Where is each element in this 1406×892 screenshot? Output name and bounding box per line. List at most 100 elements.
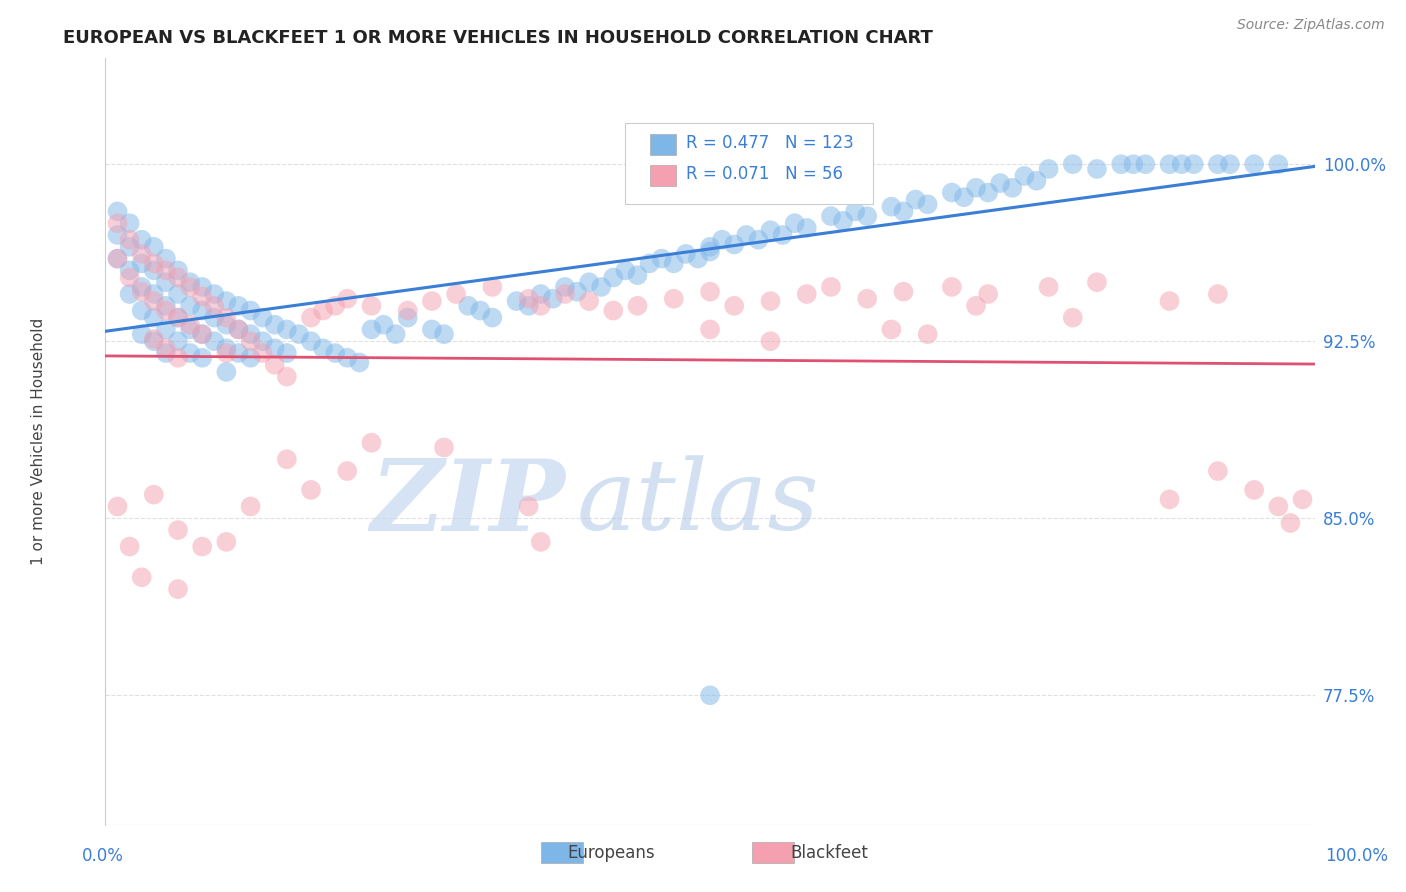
Point — [977, 186, 1000, 200]
Point — [215, 346, 238, 360]
Point — [820, 280, 842, 294]
Point — [155, 252, 177, 266]
Point — [215, 341, 238, 355]
Point — [179, 299, 201, 313]
Point — [638, 256, 661, 270]
Point — [142, 334, 165, 349]
Point — [1025, 174, 1047, 188]
Point — [856, 292, 879, 306]
Text: 0.0%: 0.0% — [82, 847, 124, 865]
Text: Europeans: Europeans — [568, 844, 655, 862]
Point — [1038, 280, 1060, 294]
Point — [578, 294, 600, 309]
Point — [1109, 157, 1132, 171]
Point — [228, 322, 250, 336]
Point — [1085, 275, 1108, 289]
Point — [893, 285, 915, 299]
Point — [1170, 157, 1192, 171]
Point — [239, 500, 262, 514]
Text: atlas: atlas — [576, 455, 820, 550]
Point — [239, 334, 262, 349]
Point — [699, 240, 721, 254]
Point — [263, 318, 285, 332]
Point — [179, 275, 201, 289]
Point — [191, 303, 214, 318]
Point — [662, 256, 685, 270]
Point — [699, 244, 721, 259]
Point — [965, 181, 987, 195]
Point — [312, 341, 335, 355]
Point — [723, 299, 745, 313]
Point — [517, 299, 540, 313]
Point — [699, 285, 721, 299]
Point — [202, 299, 225, 313]
Point — [142, 240, 165, 254]
Point — [517, 292, 540, 306]
Point — [167, 270, 190, 285]
Point — [904, 193, 927, 207]
Point — [131, 280, 153, 294]
Point — [107, 204, 129, 219]
Point — [167, 310, 190, 325]
Point — [202, 287, 225, 301]
Point — [167, 310, 190, 325]
Point — [131, 570, 153, 584]
Point — [723, 237, 745, 252]
Point — [759, 223, 782, 237]
Point — [252, 346, 274, 360]
Point — [155, 299, 177, 313]
Point — [215, 365, 238, 379]
Point — [299, 483, 322, 497]
Point — [396, 310, 419, 325]
Point — [977, 287, 1000, 301]
Point — [554, 287, 576, 301]
Point — [1219, 157, 1241, 171]
Point — [1014, 169, 1036, 183]
Point — [179, 346, 201, 360]
Point — [142, 294, 165, 309]
Text: 100.0%: 100.0% — [1326, 847, 1388, 865]
Point — [167, 334, 190, 349]
Point — [107, 227, 129, 242]
Point — [565, 285, 588, 299]
Point — [626, 299, 648, 313]
Point — [796, 221, 818, 235]
Point — [1279, 516, 1302, 530]
Point — [711, 233, 734, 247]
Point — [880, 322, 903, 336]
Point — [228, 322, 250, 336]
Point — [614, 263, 637, 277]
Point — [796, 287, 818, 301]
Point — [686, 252, 709, 266]
Point — [155, 275, 177, 289]
Point — [530, 287, 553, 301]
Point — [276, 452, 298, 467]
Point — [783, 216, 806, 230]
Point — [276, 369, 298, 384]
FancyBboxPatch shape — [626, 123, 873, 203]
Point — [662, 292, 685, 306]
Text: ZIP: ZIP — [370, 455, 565, 551]
Point — [759, 294, 782, 309]
Point — [917, 197, 939, 211]
Point — [167, 523, 190, 537]
Point — [336, 351, 359, 365]
Point — [554, 280, 576, 294]
Point — [336, 292, 359, 306]
Point — [360, 299, 382, 313]
Point — [323, 346, 346, 360]
Point — [1038, 161, 1060, 176]
Point — [735, 227, 758, 242]
Point — [384, 327, 406, 342]
Point — [420, 322, 443, 336]
Text: Blackfeet: Blackfeet — [790, 844, 869, 862]
Point — [131, 303, 153, 318]
Point — [988, 176, 1011, 190]
Point — [626, 268, 648, 282]
Point — [191, 327, 214, 342]
Point — [602, 270, 624, 285]
Point — [1291, 492, 1313, 507]
Point — [444, 287, 467, 301]
Point — [953, 190, 976, 204]
Point — [433, 327, 456, 342]
